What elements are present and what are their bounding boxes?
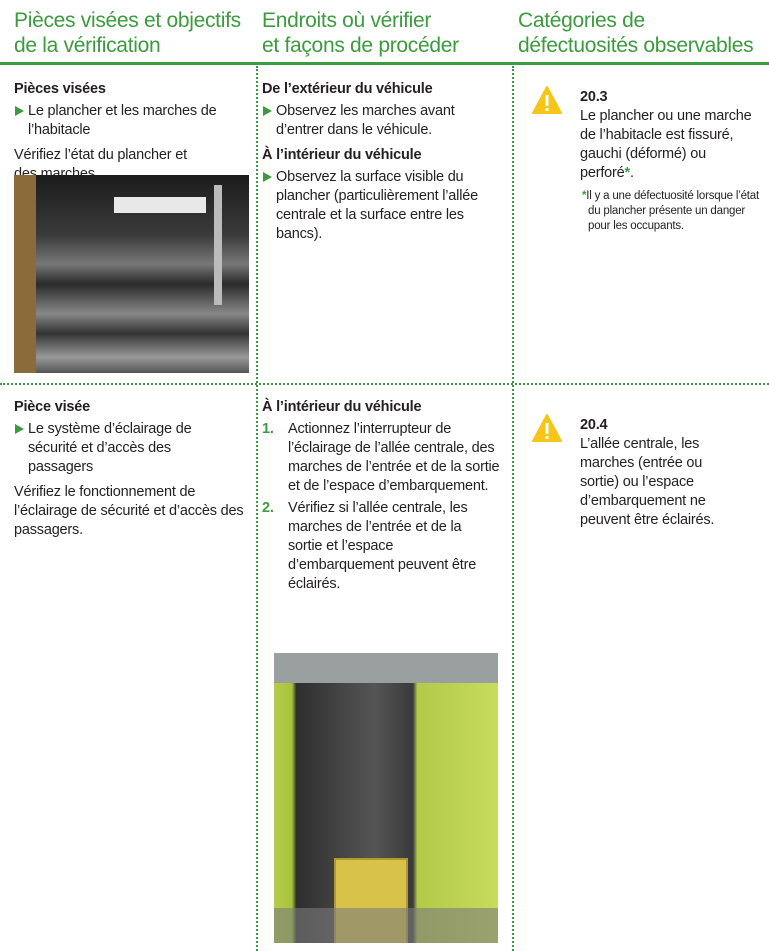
header-line: Catégories de	[518, 9, 645, 32]
column-separator	[256, 66, 258, 951]
step: 1. Actionnez l’interrupteur de l’éclairag…	[262, 420, 502, 496]
defect-description: Le plancher ou une marche de l’habitacle…	[580, 108, 752, 181]
step-text: Vérifiez si l’allée centrale, les marche…	[288, 500, 477, 592]
defect-cell: 20.4 L’allée centrale, les marches (entr…	[580, 416, 740, 530]
garage-ceiling	[274, 653, 498, 683]
parts-cell: Pièce visée Le système d’éclairage de sé…	[14, 398, 250, 540]
warning-icon	[532, 86, 562, 114]
punctuation: .	[630, 165, 634, 181]
defect-code: 20.3	[580, 89, 608, 105]
column-header: Pièces visées et objectifs de la vérific…	[14, 8, 241, 58]
cell-title: À l’intérieur du véhicule	[262, 399, 422, 415]
step-number: 2.	[262, 500, 274, 516]
cell-title: Pièce visée	[14, 399, 91, 415]
warning-icon	[532, 414, 562, 442]
defect-code: 20.4	[580, 417, 608, 433]
photo-steps	[14, 175, 249, 373]
floor	[274, 908, 498, 943]
step-text: Actionnez l’interrupteur de l’éclairage …	[288, 421, 500, 494]
header-line: défectuosités observables	[518, 34, 754, 57]
column-header: Catégories de défectuosités observables	[518, 8, 754, 58]
header-line: Endroits où vérifier	[262, 9, 432, 32]
asterisk: *	[582, 190, 587, 202]
checks-cell: À l’intérieur du véhicule 1. Actionnez l’…	[262, 398, 502, 597]
checks-cell: De l’extérieur du véhicule Observez les …	[262, 80, 502, 250]
header-line: et façons de procéder	[262, 34, 459, 57]
footnote: *Il y a une défectuosité lorsque l’état …	[580, 189, 762, 234]
photo-bus	[274, 653, 498, 943]
row-separator	[0, 383, 769, 385]
defect-text: Le plancher ou une marche de l’habitacle…	[580, 107, 762, 183]
header-line: Pièces visées et objectifs	[14, 9, 241, 32]
bullet-item: Le système d’éclairage de sécurité et d’…	[14, 420, 208, 477]
header-line: de la vérification	[14, 34, 161, 57]
parts-cell: Pièces visées Le plancher et les marches…	[14, 80, 244, 184]
handrail	[214, 185, 222, 305]
door-edge	[14, 175, 36, 373]
column-separator	[512, 66, 514, 951]
cell-title: À l’intérieur du véhicule	[262, 147, 422, 163]
defect-cell: 20.3 Le plancher ou une marche de l’habi…	[580, 88, 762, 234]
step: 2. Vérifiez si l’allée centrale, les marc…	[262, 499, 502, 594]
header-rule	[0, 62, 769, 65]
cell-title: De l’extérieur du véhicule	[262, 81, 433, 97]
sign	[114, 197, 206, 213]
asterisk: *	[624, 165, 631, 181]
footnote-text: Il y a une défectuosité lorsque l’état d…	[586, 190, 759, 232]
step-number: 1.	[262, 421, 274, 437]
column-header: Endroits où vérifier et façons de procéd…	[262, 8, 459, 58]
note: Vérifiez le fonctionnement de l’éclairag…	[14, 484, 244, 538]
cell-title: Pièces visées	[14, 81, 106, 97]
bullet-item: Le plancher et les marches de l’habitacl…	[14, 102, 228, 140]
defect-text: L’allée centrale, les marches (entrée ou…	[580, 436, 715, 528]
bullet-item: Observez la surface visible du plancher …	[262, 168, 502, 244]
bullet-item: Observez les marches avant d’entrer dans…	[262, 102, 502, 140]
